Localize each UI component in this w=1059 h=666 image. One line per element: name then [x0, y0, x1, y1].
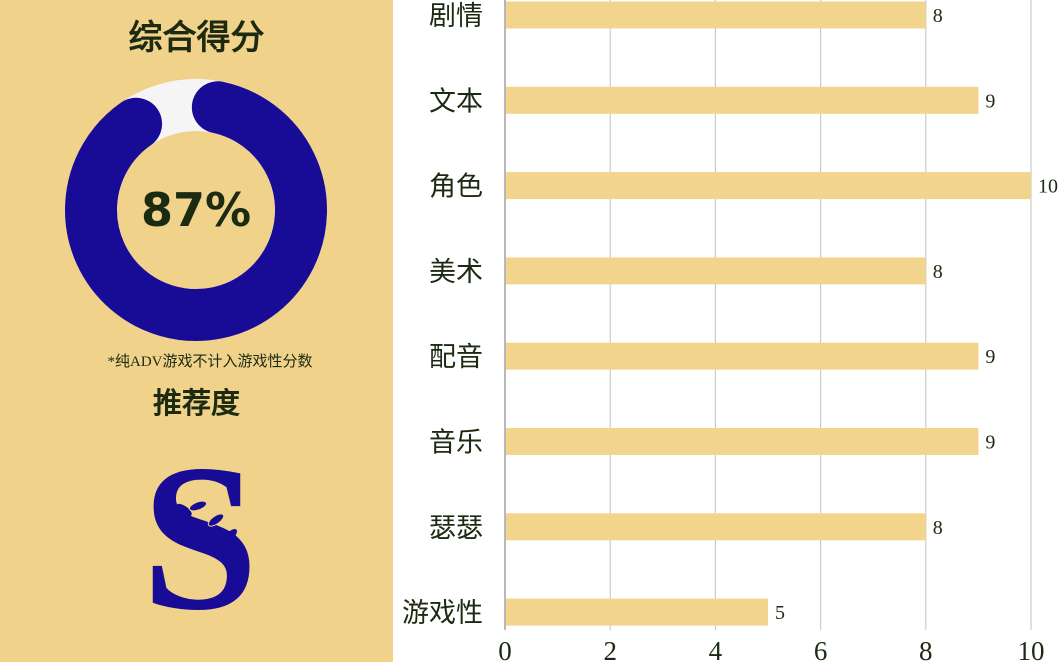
value-label: 9 — [985, 346, 995, 368]
grade-letter: S — [142, 440, 259, 620]
recommend-title: 推荐度 — [152, 386, 240, 420]
category-label: 瑟瑟 — [429, 513, 483, 544]
value-label: 8 — [933, 261, 943, 283]
labels: 0 2 4 6 8 10 剧情 8 文本 9 角色 10 美术 8 配音 9 音乐 9 瑟瑟 8 游戏性 5 — [402, 1, 1058, 666]
x-tick-label: 4 — [709, 636, 723, 666]
category-label: 剧情 — [429, 1, 483, 32]
x-tick-label: 0 — [498, 636, 512, 666]
x-tick-label: 10 — [1018, 636, 1045, 666]
donut-value-arc — [65, 81, 327, 341]
score-title: 综合得分 — [128, 18, 265, 58]
score-bar-chart: 0 2 4 6 8 10 剧情 8 文本 9 角色 10 美术 8 配音 9 音乐 9 瑟瑟 8 游戏性 5 — [402, 0, 1058, 666]
score-percent: 87% — [141, 183, 251, 237]
bar-5 — [506, 428, 979, 455]
bar-6 — [506, 513, 926, 541]
bar-7 — [506, 598, 768, 626]
value-label: 8 — [933, 517, 943, 539]
score-note: *纯ADV游戏不计入游戏性分数 — [107, 354, 313, 370]
x-tick-label: 6 — [814, 636, 828, 666]
score-donut: 87% — [65, 79, 327, 341]
value-label: 9 — [985, 90, 995, 112]
bar-1 — [506, 86, 979, 114]
laurel-branch-icon — [167, 498, 237, 554]
category-label: 文本 — [429, 86, 483, 117]
x-tick-label: 2 — [603, 636, 617, 666]
value-label: 9 — [985, 432, 995, 454]
value-label: 10 — [1038, 176, 1058, 198]
value-label: 8 — [933, 5, 943, 27]
x-tick-label: 8 — [919, 636, 933, 666]
category-label: 配音 — [429, 342, 483, 373]
bar-2 — [506, 172, 1031, 200]
bars — [506, 1, 1031, 626]
category-label: 游戏性 — [402, 598, 483, 629]
recommend-grade-logo: S — [142, 440, 259, 620]
score-panel: 综合得分 87% *纯ADV游戏不计入游戏性分数 推荐度 S — [0, 0, 393, 662]
category-label: 角色 — [429, 172, 483, 203]
bar-3 — [506, 257, 926, 285]
category-label: 音乐 — [429, 428, 483, 459]
category-label: 美术 — [429, 257, 483, 288]
bar-0 — [506, 1, 926, 29]
bar-4 — [506, 342, 979, 370]
value-label: 5 — [775, 602, 785, 624]
